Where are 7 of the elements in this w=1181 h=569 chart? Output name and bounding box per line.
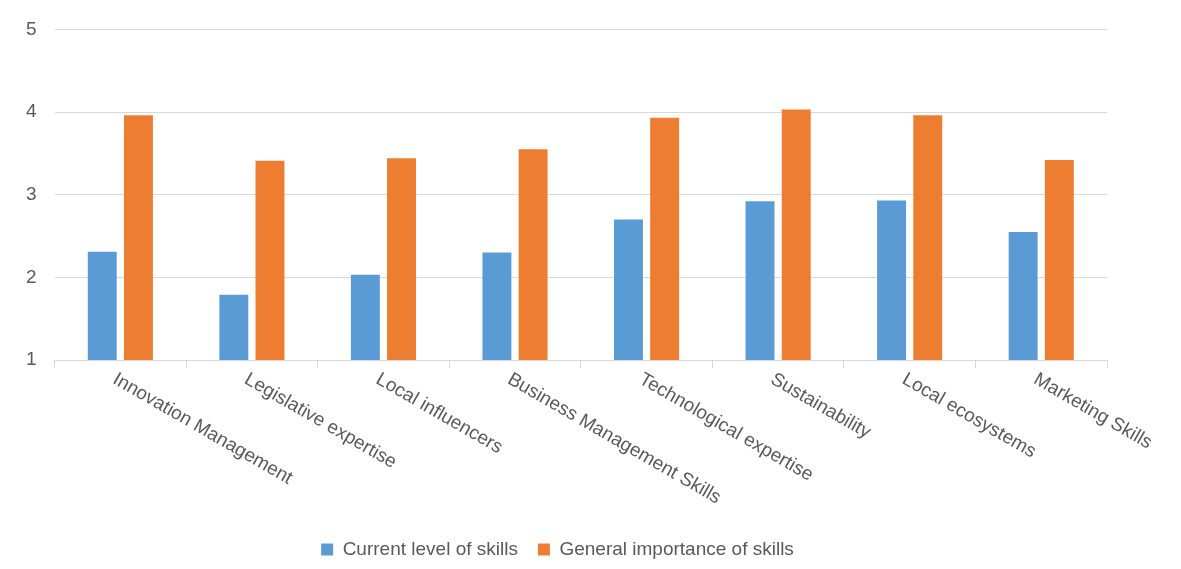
y-tick-label: 2 (25, 265, 37, 287)
y-tick-label: 3 (25, 182, 37, 204)
legend-label: General importance of skills (559, 537, 794, 559)
legend-label: Current level of skills (342, 537, 518, 559)
y-tick-label: 1 (25, 348, 37, 370)
y-tick-label: 5 (25, 17, 37, 39)
y-tick-label: 4 (25, 100, 37, 122)
